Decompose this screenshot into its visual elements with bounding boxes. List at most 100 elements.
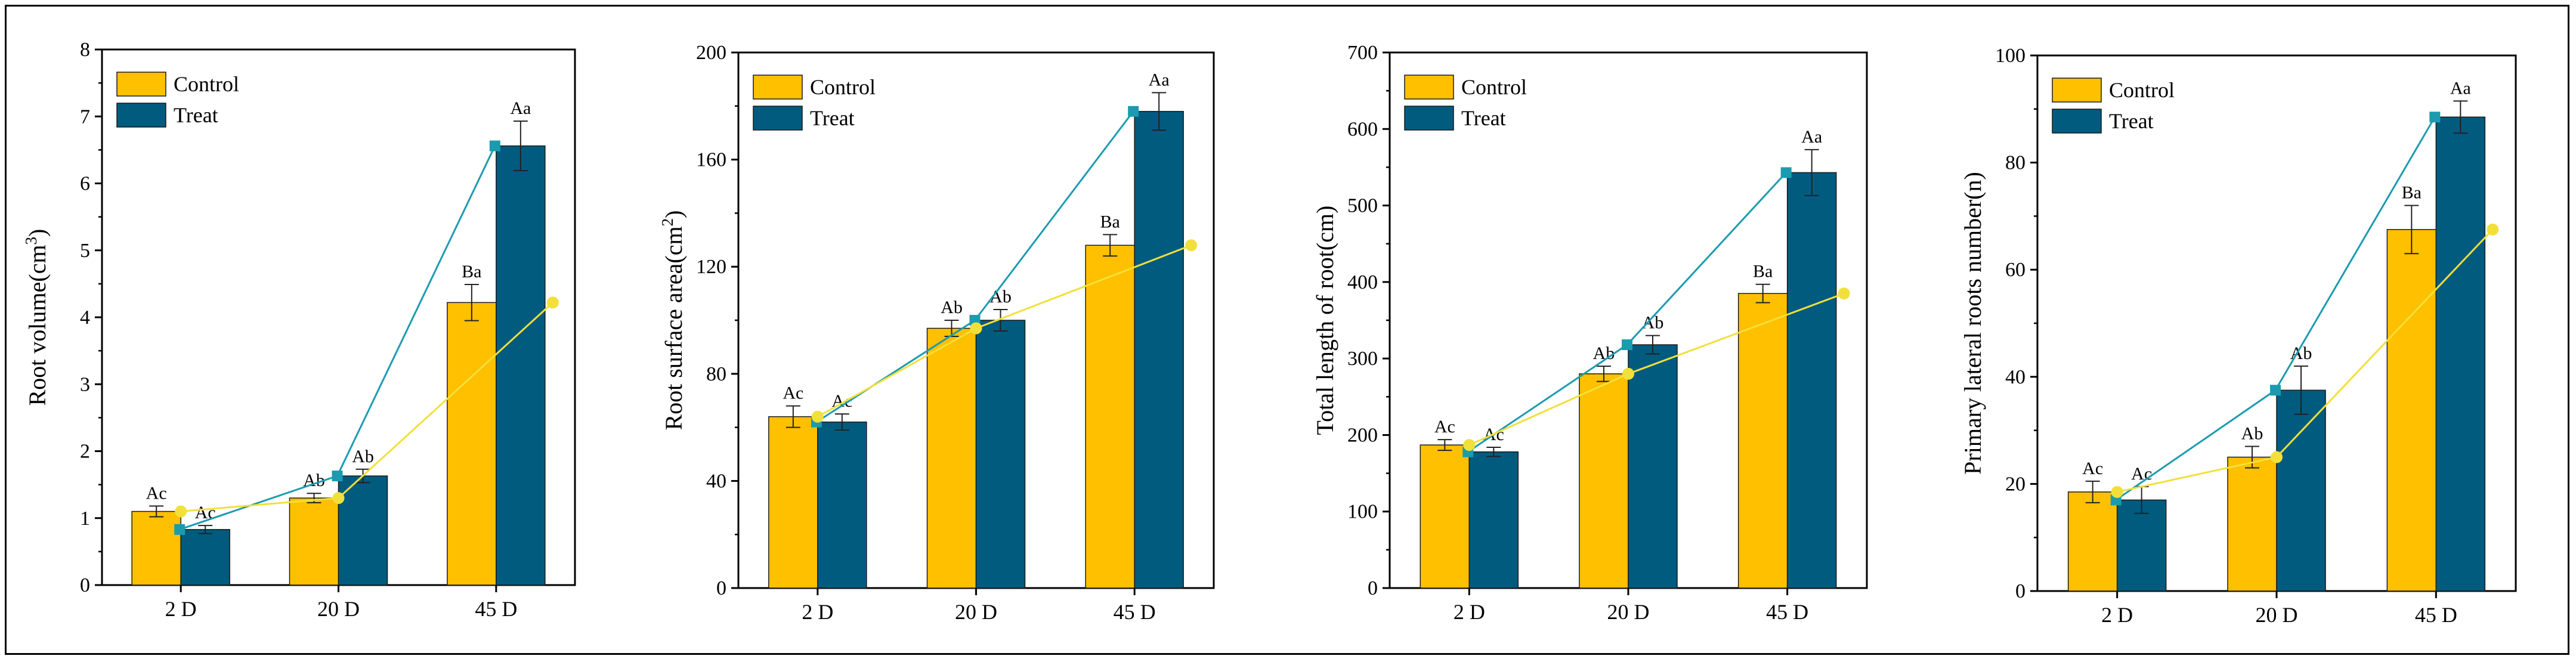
treat-bar [2116, 499, 2167, 592]
y-axis-label-superscript: 3 [22, 237, 40, 245]
treat-marker [1128, 106, 1139, 117]
y-tick-label: 8 [80, 39, 90, 61]
control-bar [1420, 444, 1470, 589]
treat-bar [2276, 389, 2326, 592]
y-tick-label: 6 [80, 173, 90, 195]
chart-panel-4: 0 20 40 60 80 100 Primary lateral roots number… [1959, 45, 2517, 627]
x-tick-label: 45 D [2415, 603, 2457, 627]
y-axis-label: Total length of root(cm) [1312, 206, 1338, 435]
legend-swatch-control [2052, 78, 2102, 103]
control-bar [2386, 229, 2437, 592]
control-marker [2271, 451, 2283, 463]
legend-swatch-control [116, 72, 166, 97]
y-axis-label-text: Root surface area(cm [660, 226, 687, 430]
significance-label: Ab [941, 298, 963, 317]
y-tick-label: 7 [80, 106, 90, 128]
control-marker [332, 492, 345, 505]
x-tick-label: 45 D [1766, 600, 1808, 624]
treat-bar [496, 145, 546, 586]
legend-label-treat: Treat [810, 106, 855, 130]
y-tick-label: 3 [80, 373, 90, 395]
y-tick-label: 200 [696, 42, 726, 64]
treat-bar [1786, 172, 1837, 589]
legend-label-control: Control [810, 75, 876, 99]
y-tick-label: 40 [706, 470, 726, 492]
y-tick-label: 20 [2005, 473, 2025, 495]
treat-bar [817, 421, 867, 589]
legend-label-control: Control [174, 72, 239, 96]
chart-panel-3: 0 100 200 300 400 500 600 700 Total length of ro… [1312, 42, 1868, 624]
legend-label-treat: Treat [2109, 109, 2154, 133]
y-tick-label: 300 [1347, 348, 1378, 370]
significance-label: Ab [352, 447, 374, 466]
y-tick-label: 1 [80, 508, 90, 530]
control-bar [289, 497, 339, 586]
chart-panel-2: 0 40 80 120 160 200 Root surface area(cm2) 2 D A… [658, 42, 1215, 624]
significance-label: Ac [2131, 464, 2152, 484]
treat-bar [338, 475, 388, 586]
legend-label-treat: Treat [174, 103, 218, 127]
control-bar [447, 302, 497, 586]
control-marker [2111, 485, 2123, 498]
legend-label-control: Control [2109, 78, 2175, 102]
significance-label: Ac [146, 484, 167, 503]
control-marker [1463, 439, 1476, 451]
control-marker [1622, 367, 1634, 380]
treat-bar [1628, 344, 1678, 589]
y-axis-label: Root surface area(cm2) [658, 211, 687, 431]
y-axis-label: Primary lateral roots number(n) [1959, 172, 1986, 475]
y-tick-label: 60 [2005, 259, 2025, 281]
x-tick-label: 20 D [317, 597, 360, 621]
treat-marker [332, 471, 343, 482]
x-tick-label: 45 D [475, 597, 517, 621]
x-tick-label: 45 D [1114, 600, 1156, 624]
x-tick-label: 2 D [165, 597, 197, 621]
y-tick-label: 5 [80, 240, 90, 262]
y-axis-label: Root volume(cm3) [22, 229, 51, 406]
x-tick-label: 2 D [802, 600, 833, 624]
control-marker [175, 505, 187, 518]
control-bar [1579, 373, 1629, 589]
x-tick-label: 20 D [1607, 600, 1650, 624]
control-bar [2067, 491, 2118, 592]
y-tick-label: 0 [80, 574, 90, 596]
y-axis-label-text: Total length of root(cm) [1312, 206, 1338, 435]
treat-marker [489, 140, 500, 151]
legend-swatch-treat [116, 103, 166, 128]
legend-swatch-control [753, 75, 803, 100]
y-tick-label: 100 [1347, 501, 1378, 523]
control-bar [926, 327, 977, 589]
significance-label: Aa [1801, 127, 1822, 147]
significance-label: Ba [2402, 182, 2422, 202]
y-tick-label: 0 [716, 577, 726, 599]
legend-swatch-treat [753, 106, 803, 131]
y-tick-label: 4 [80, 307, 90, 329]
treat-bar [1134, 111, 1184, 589]
significance-label: Aa [2450, 78, 2471, 98]
treat-marker [2429, 112, 2441, 123]
legend-swatch-treat [2052, 109, 2102, 134]
legend-swatch-treat [1404, 106, 1454, 131]
significance-label: Ba [462, 262, 481, 281]
x-tick-label: 20 D [2256, 603, 2298, 627]
control-bar [131, 511, 181, 586]
treat-bar [180, 529, 230, 586]
control-marker [811, 410, 824, 423]
treat-bar [1468, 451, 1519, 589]
significance-label: Ac [2082, 459, 2103, 478]
y-tick-label: 0 [2015, 580, 2025, 602]
significance-label: Ab [2241, 424, 2263, 444]
treat-bar [975, 320, 1026, 589]
y-axis-label-text: Primary lateral roots number(n) [1959, 172, 1986, 475]
legend-swatch-control [1404, 75, 1454, 100]
significance-label: Aa [510, 98, 531, 118]
x-tick-label: 20 D [955, 600, 997, 624]
y-tick-label: 200 [1347, 424, 1378, 446]
y-tick-label: 0 [1368, 577, 1378, 599]
y-tick-label: 500 [1347, 195, 1378, 217]
x-tick-label: 2 D [2101, 603, 2133, 627]
legend-label-control: Control [1461, 75, 1527, 99]
significance-label: Ba [1100, 212, 1120, 231]
control-bar [2227, 456, 2277, 592]
y-tick-label: 80 [706, 363, 726, 385]
